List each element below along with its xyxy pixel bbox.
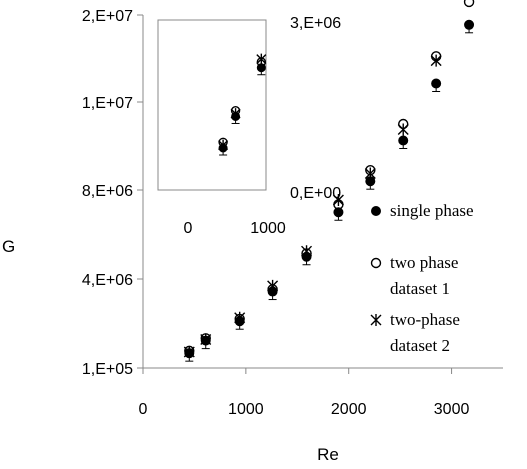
data-point — [200, 335, 211, 346]
main-axes — [137, 14, 503, 374]
legend-item: two phase dataset 1 — [370, 253, 458, 298]
inset-data-point — [256, 53, 267, 65]
data-point — [332, 194, 344, 207]
y-tick-label: 4,E+06 — [82, 272, 133, 289]
inset-frame — [157, 19, 267, 191]
x-tick-label: 0 — [139, 401, 148, 418]
legend-marker — [371, 206, 381, 216]
legend-marker — [370, 257, 382, 269]
data-point — [397, 123, 409, 136]
x-tick-label: 2000 — [331, 401, 367, 418]
data-point — [234, 316, 245, 327]
data-point — [184, 348, 195, 359]
y-tick-label: 2,E+07 — [82, 8, 133, 25]
inset-series-single-phase — [218, 63, 266, 156]
y-tick-label: 1,E+05 — [82, 361, 133, 378]
data-point — [301, 251, 312, 262]
data-point — [398, 135, 409, 146]
legend-label: dataset 1 — [390, 279, 450, 298]
data-point — [430, 54, 442, 67]
x-axis-title: Re — [317, 445, 339, 464]
inset-data-point — [256, 63, 266, 73]
x-tick-labels: 0 1000 2000 3000 — [139, 401, 470, 418]
main-data-points — [183, 0, 475, 362]
legend-marker — [370, 314, 382, 326]
legend-item: single phase — [371, 201, 474, 220]
data-point — [463, 0, 475, 8]
legend-label: two phase — [390, 253, 458, 272]
y-tick-label: 8,E+06 — [82, 183, 133, 200]
inset-y-tick-label: 3,E+06 — [290, 15, 341, 32]
legend-label: two-phase — [390, 310, 460, 329]
inset-data-point — [231, 111, 241, 121]
legend-label: dataset 2 — [390, 336, 450, 355]
data-point — [431, 78, 442, 89]
data-point — [333, 207, 344, 218]
x-tick-label: 1000 — [228, 401, 264, 418]
x-tick-label: 3000 — [434, 401, 470, 418]
inset-y-tick-label: 0,E+00 — [290, 185, 341, 202]
legend-item: two-phase dataset 2 — [370, 310, 460, 355]
inset-data-point — [218, 143, 228, 153]
legend: single phase two phase dataset 1 two-phase d… — [370, 201, 474, 355]
y-tick-labels: 1,E+05 4,E+06 8,E+06 1,E+07 2,E+07 — [82, 8, 133, 378]
data-point — [464, 19, 475, 30]
y-axis-title: G — [2, 237, 15, 256]
series-single-phase — [184, 19, 475, 362]
data-point — [365, 176, 376, 187]
inset-x-tick-label: 1000 — [250, 220, 286, 237]
inset-chart: 3,E+06 0,E+00 0 1000 — [157, 15, 341, 237]
inset-x-tick-label: 0 — [184, 220, 193, 237]
legend-label: single phase — [390, 201, 474, 220]
y-tick-label: 1,E+07 — [82, 95, 133, 112]
data-point — [267, 286, 278, 297]
